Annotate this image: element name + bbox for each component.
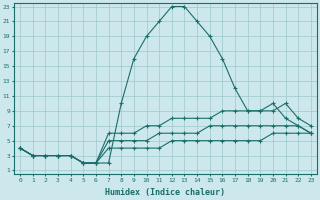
X-axis label: Humidex (Indice chaleur): Humidex (Indice chaleur) <box>106 188 226 197</box>
